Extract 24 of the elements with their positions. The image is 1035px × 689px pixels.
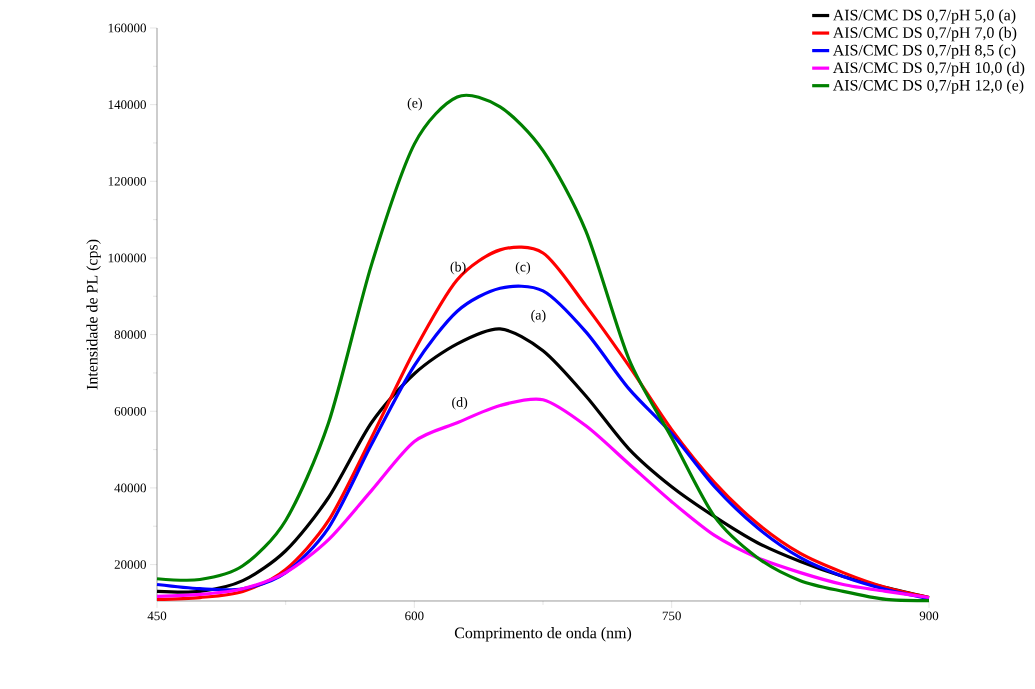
annotation: (c) [515,261,531,275]
x-tick-label: 900 [919,611,939,621]
x-tick-label: 450 [147,611,167,621]
legend-label: AIS/CMC DS 0,7/pH 10,0 (d) [832,61,1025,77]
y-tick-label: 140000 [108,100,146,110]
y-tick-label: 160000 [108,23,146,33]
annotation: (d) [452,396,468,410]
y-tick-label: 20000 [114,560,146,569]
annotation: (e) [407,97,422,111]
y-axis-title: Intensidade de PL (cps) [86,239,101,390]
y-tick-label: 80000 [114,330,146,339]
x-tick-label: 750 [662,611,681,621]
legend-label: AIS/CMC DS 0,7/pH 5,0 (a) [832,9,1016,24]
legend-label: AIS/CMC DS 0,7/pH 8,5 (c) [832,44,1016,59]
y-tick-label: 60000 [114,406,146,416]
legend-label: AIS/CMC DS 0,7/pH 12,0 (e) [832,79,1024,94]
legend-label: AIS/CMC DS 0,7/pH 7,0 (b) [832,26,1017,42]
x-axis-title: Comprimento de onda (nm) [454,627,632,642]
y-tick-label: 120000 [108,176,146,186]
annotation: (b) [450,261,466,275]
annotation: (a) [531,309,546,323]
y-tick-label: 40000 [114,483,146,493]
y-tick-label: 100000 [108,253,146,263]
x-tick-label: 600 [405,611,424,621]
